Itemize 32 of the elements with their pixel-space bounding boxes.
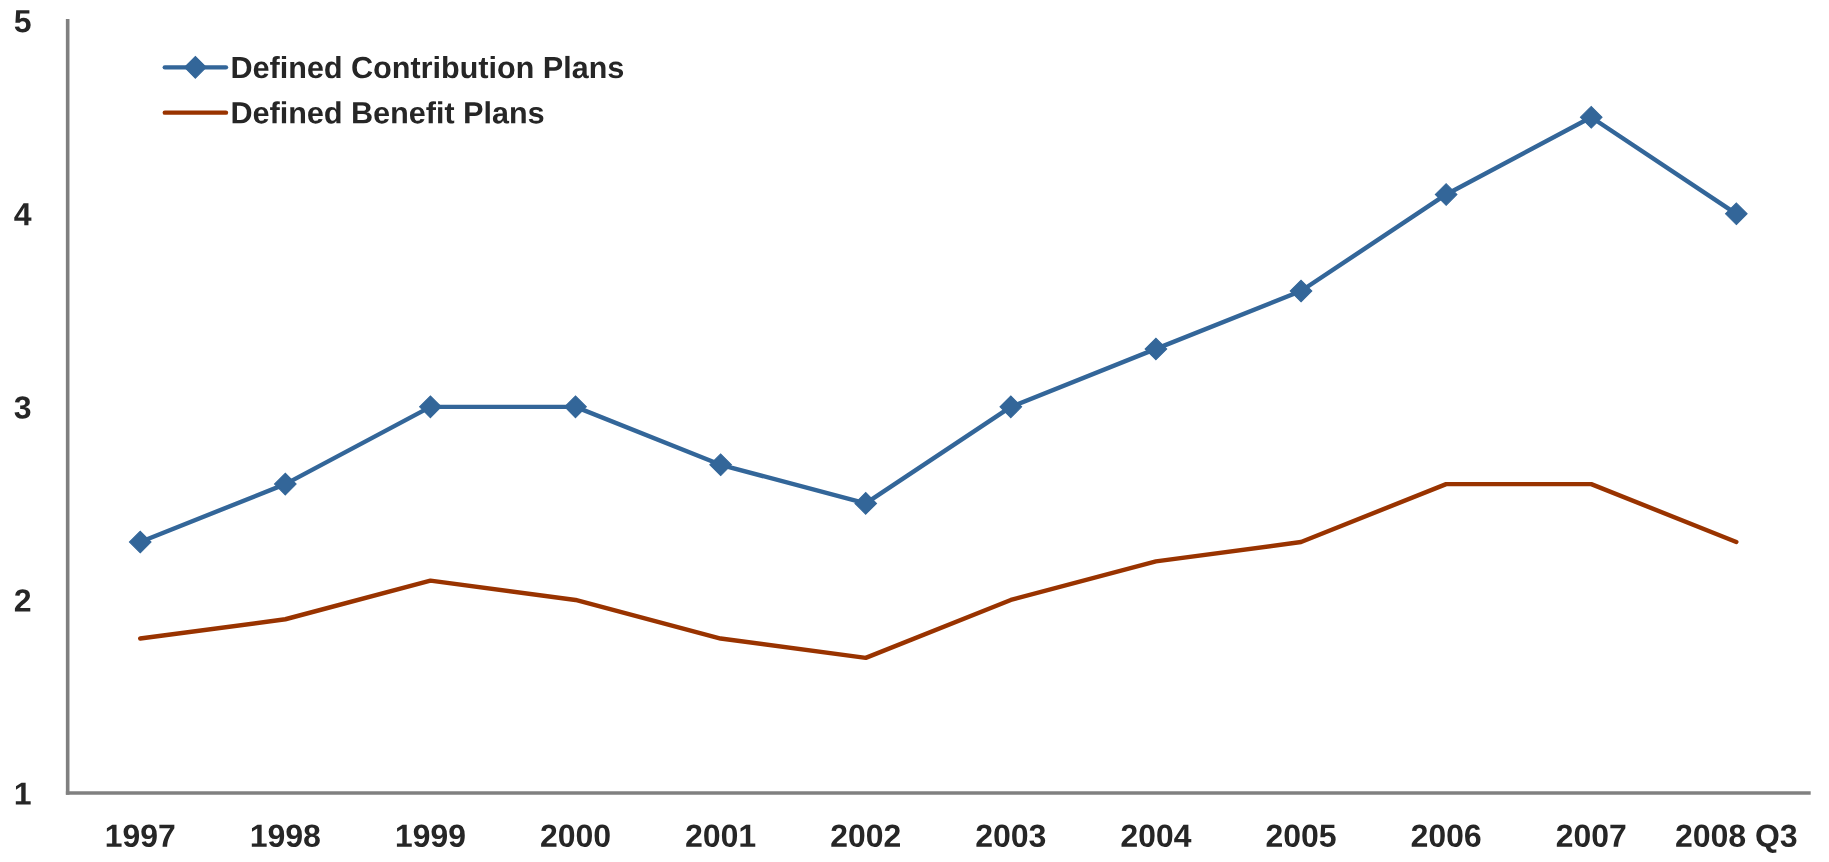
point [709,453,732,477]
y-tick-label: 1 [15,782,31,805]
x-tick-label: 2006 [1411,824,1481,848]
x-tick-label: 2000 [541,824,610,848]
point [1579,105,1603,129]
point [564,395,587,419]
y-tick-label: 2 [14,589,31,612]
x-tick-label: 1998 [251,824,320,848]
point [1434,183,1458,206]
x-tick-label: 2002 [831,824,900,848]
point [274,472,297,496]
point [1725,202,1748,226]
x-tick-label: 2003 [976,824,1046,848]
line-series [138,481,1739,661]
x-tick-label: 2007 [1556,824,1626,848]
y-tick-label: 4 [14,203,32,226]
point [854,492,878,515]
y-tick-label: 5 [14,10,31,33]
point [1289,279,1313,303]
legend-label: Defined Benefit Plans [232,101,544,124]
point [419,395,442,419]
x-tick-label: 1997 [106,824,175,848]
x-tick-label: 2001 [686,824,756,848]
x-tick-label: 2004 [1121,824,1192,848]
y-tick-label: 3 [14,396,31,419]
point [999,395,1023,419]
point [1144,337,1168,361]
point [128,530,152,554]
x-tick-label: 2008 Q3 [1676,824,1797,854]
x-tick-label: 2005 [1266,824,1336,848]
x-tick-label: 1999 [396,824,465,848]
legend-label: Defined Contribution Plans [232,55,624,79]
